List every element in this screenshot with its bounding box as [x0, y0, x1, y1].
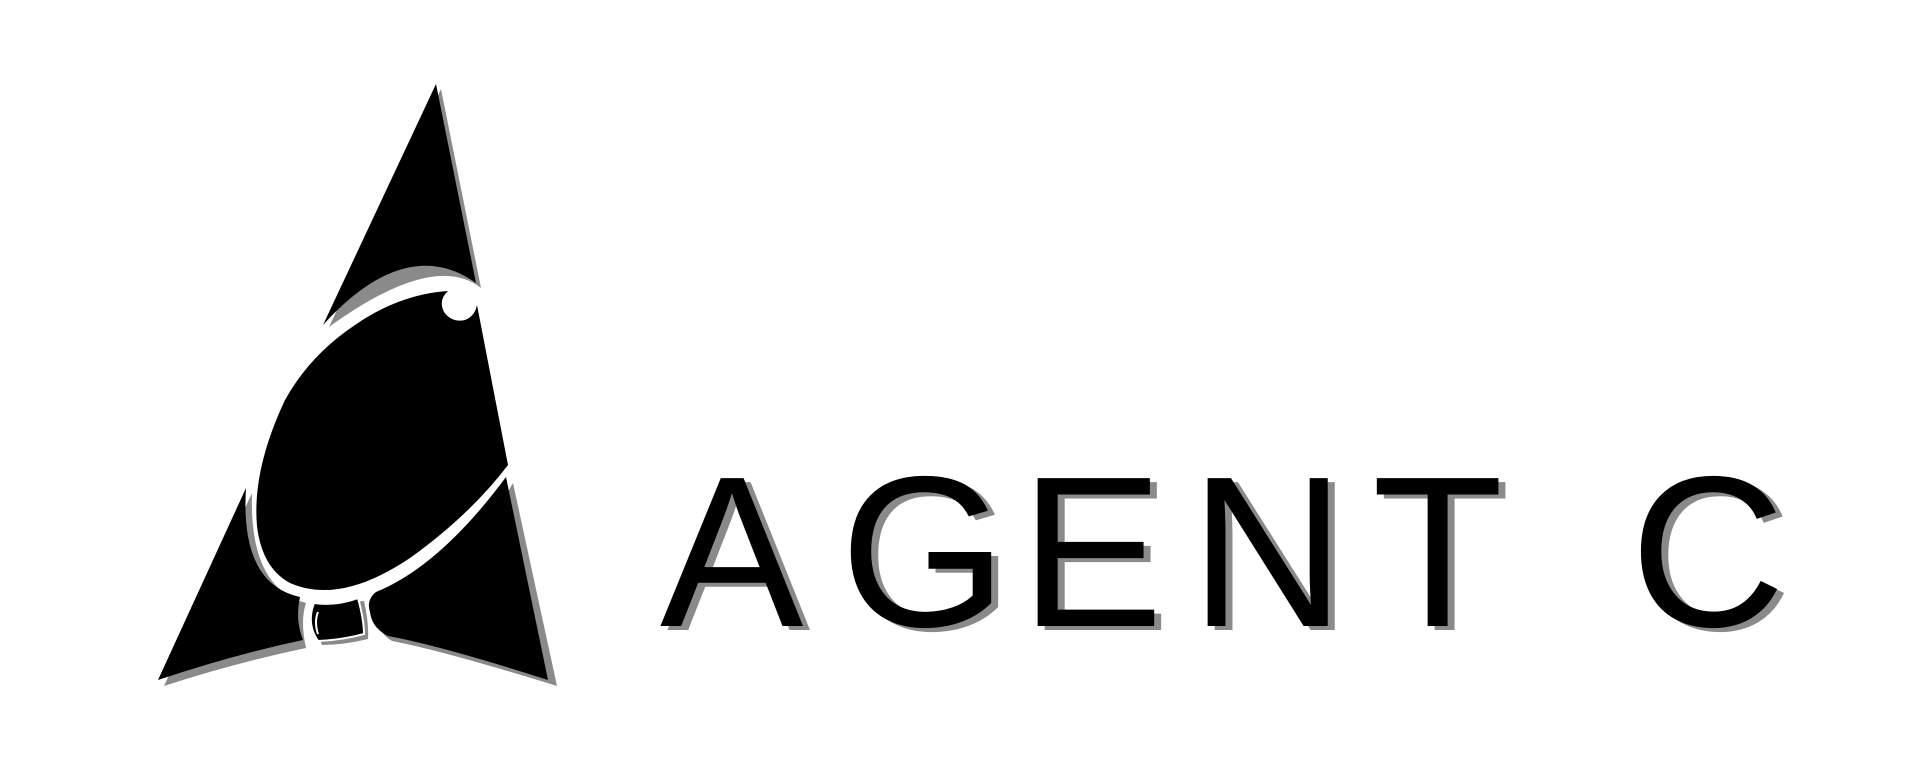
letter-e: E [1020, 431, 1163, 672]
letter-c: C [1630, 431, 1785, 672]
wordmark-main: A G E N T C [660, 431, 1785, 672]
letter-a-shadow: A [667, 435, 810, 676]
letter-c-shadow: C [1637, 435, 1792, 676]
letter-t-shadow: T [1379, 435, 1510, 676]
letter-g-shadow: G [847, 435, 1014, 676]
wordmark-shadow: A G E N T C [667, 435, 1792, 676]
letter-a: A [660, 431, 803, 672]
logo-tip-shape [323, 84, 476, 325]
letter-t: T [1372, 431, 1503, 672]
logo-head-shape [256, 291, 508, 591]
letter-n: N [1190, 431, 1345, 672]
letter-n-shadow: N [1197, 435, 1352, 676]
letter-e-shadow: E [1027, 435, 1170, 676]
letter-g: G [840, 431, 1007, 672]
bow-tie-icon [309, 596, 366, 643]
logo-right-leg-shape [368, 477, 548, 680]
logo-left-leg-shape [158, 488, 303, 680]
